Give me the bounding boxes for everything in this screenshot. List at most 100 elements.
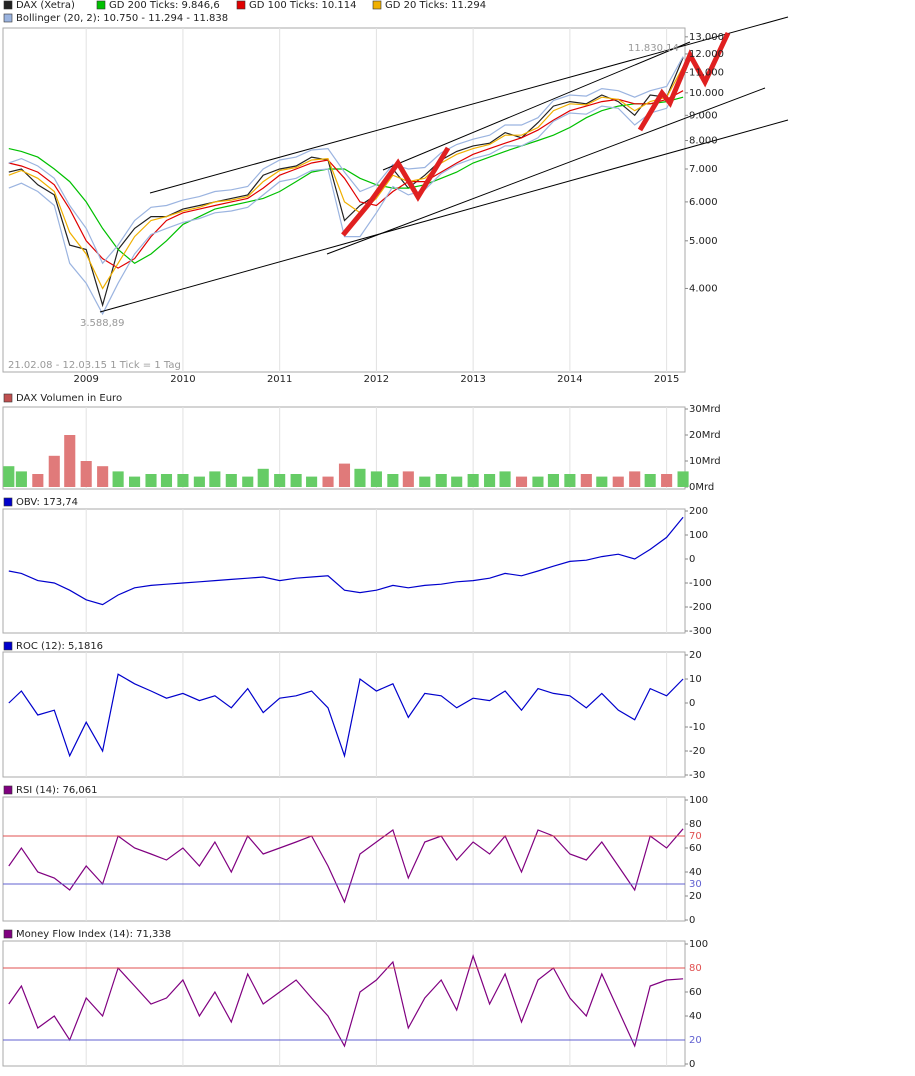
annotation: 11.830,14 xyxy=(628,43,679,54)
y-tick-label: -20 xyxy=(689,746,705,757)
y-tick-label: -100 xyxy=(689,578,712,589)
y-tick-label: 100 xyxy=(689,795,708,806)
legend-swatch xyxy=(372,0,382,10)
volume-bar xyxy=(370,471,382,487)
y-tick-label: 0 xyxy=(689,698,695,709)
x-tick-label: 2013 xyxy=(460,374,485,385)
volume-bar xyxy=(242,476,254,487)
y-tick-label: 100 xyxy=(689,530,708,541)
volume-bar xyxy=(274,474,286,487)
y-tick-label: 12.000 xyxy=(689,49,724,60)
volume-bar xyxy=(209,471,221,487)
volume-bar xyxy=(532,476,544,487)
volume-bar xyxy=(580,474,592,487)
panel xyxy=(2,508,686,634)
reference-label: 70 xyxy=(689,831,702,842)
trend-lines xyxy=(99,16,789,313)
volume-bar xyxy=(629,471,641,487)
trend-line xyxy=(326,87,766,255)
panel xyxy=(2,651,686,778)
y-tick-label: 20 xyxy=(689,650,702,661)
volume-bar xyxy=(338,463,351,487)
volume-bar xyxy=(354,468,366,487)
volume-bar xyxy=(306,476,318,487)
x-tick-label: 2015 xyxy=(654,374,679,385)
y-tick-label: 10Mrd xyxy=(689,456,721,467)
y-tick-label: 200 xyxy=(689,506,708,517)
legend-swatch xyxy=(96,0,106,10)
y-tick-label: 60 xyxy=(689,987,702,998)
trend-line xyxy=(99,119,789,313)
trend-line xyxy=(382,41,691,171)
legend-swatch xyxy=(236,0,246,10)
y-tick-label: 80 xyxy=(689,819,702,830)
y-tick-label: 0 xyxy=(689,554,695,565)
y-tick-label: -30 xyxy=(689,770,705,781)
trend-line xyxy=(149,16,789,194)
volume-bar xyxy=(290,474,302,487)
legend-label: GD 200 Ticks: 9.846,6 xyxy=(109,0,220,11)
y-tick-label: 30Mrd xyxy=(689,404,721,415)
legend-label: RSI (14): 76,061 xyxy=(16,785,98,796)
volume-bar xyxy=(467,474,479,487)
volume-bar xyxy=(402,471,414,487)
legend-label: Money Flow Index (14): 71,338 xyxy=(16,929,171,940)
y-tick-label: -200 xyxy=(689,602,712,613)
legend-label: OBV: 173,74 xyxy=(16,497,78,508)
volume-bar xyxy=(419,476,431,487)
volume-bar xyxy=(97,466,109,487)
y-tick-label: 0 xyxy=(689,1059,695,1070)
reference-label: 30 xyxy=(689,879,702,890)
volume-bar xyxy=(15,471,27,487)
legend-swatch xyxy=(3,641,13,651)
volume-bar xyxy=(48,455,60,487)
volume-bar xyxy=(612,476,624,487)
volume-bar xyxy=(257,468,269,487)
annotation: 21.02.08 - 12.03.15 1 Tick = 1 Tag xyxy=(8,360,181,371)
legend-swatch xyxy=(3,13,13,23)
y-tick-label: 13.000 xyxy=(689,32,724,43)
y-tick-label: 0Mrd xyxy=(689,482,714,493)
y-tick-label: 9.000 xyxy=(689,110,718,121)
series-line xyxy=(8,66,684,290)
volume-bar xyxy=(661,474,673,487)
y-tick-label: 20 xyxy=(689,891,702,902)
y-tick-label: 40 xyxy=(689,1011,702,1022)
y-tick-label: 4.000 xyxy=(689,283,718,294)
volume-bar xyxy=(435,474,447,487)
y-tick-label: 10 xyxy=(689,674,702,685)
bollinger-upper xyxy=(8,56,684,265)
y-tick-label: 11.000 xyxy=(689,68,724,79)
volume-bar xyxy=(160,474,173,487)
volume-bar xyxy=(387,474,399,487)
y-tick-label: 10.000 xyxy=(689,88,724,99)
y-tick-label: -300 xyxy=(689,626,712,637)
series-line xyxy=(8,673,684,759)
legend-label: DAX (Xetra) xyxy=(16,0,75,11)
volume-bar xyxy=(177,474,189,487)
y-tick-label: -10 xyxy=(689,722,705,733)
y-tick-label: 7.000 xyxy=(689,164,718,175)
volume-bar xyxy=(32,474,44,487)
volume-bar xyxy=(547,474,559,487)
y-tick-label: 6.000 xyxy=(689,197,718,208)
x-tick-label: 2012 xyxy=(364,374,389,385)
zigzag xyxy=(341,146,451,237)
legend-swatch xyxy=(3,393,13,403)
y-tick-label: 8.000 xyxy=(689,135,718,146)
x-tick-label: 2010 xyxy=(170,374,195,385)
x-tick-label: 2009 xyxy=(73,374,98,385)
volume-bar xyxy=(80,461,92,487)
volume-bar xyxy=(564,474,576,487)
volume-bar xyxy=(3,466,15,487)
legend-swatch xyxy=(3,929,13,939)
volume-bar xyxy=(145,474,157,487)
y-tick-label: 0 xyxy=(689,915,695,926)
zigzag xyxy=(637,31,731,132)
panel xyxy=(2,940,686,1067)
legend-swatch xyxy=(3,0,13,10)
legend-label: GD 100 Ticks: 10.114 xyxy=(249,0,357,11)
y-tick-label: 60 xyxy=(689,843,702,854)
